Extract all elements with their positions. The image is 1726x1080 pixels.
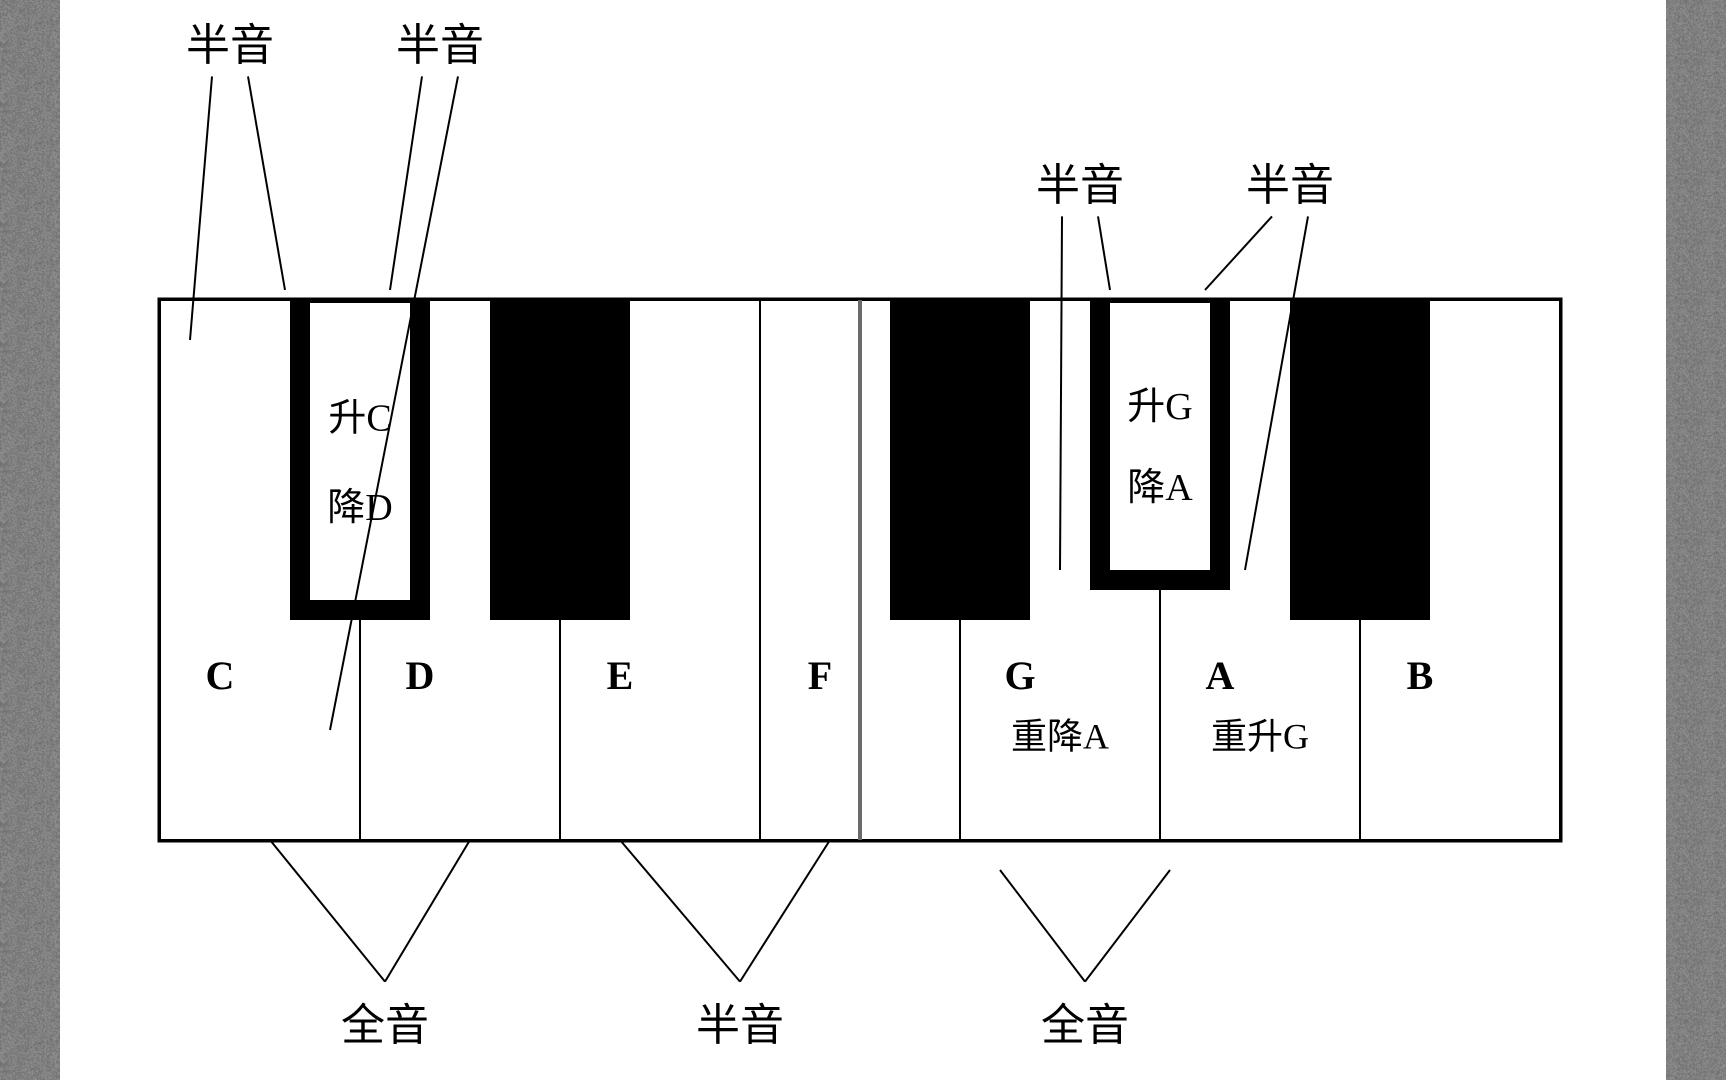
bottom-annotation-0: 全音	[341, 1001, 429, 1050]
white-key-label-C: C	[206, 653, 235, 698]
white-key-sublabel-A: 重升G	[1211, 716, 1309, 756]
white-key-sublabel-G: 重降A	[1011, 716, 1109, 756]
bottom-annotation-1: 半音	[696, 1001, 784, 1050]
top-annotation-1: 半音	[396, 21, 484, 70]
white-key-label-D: D	[406, 653, 435, 698]
black-key-F#	[890, 300, 1030, 620]
bottom-annotation-2: 全音	[1041, 1001, 1129, 1050]
right-margin	[1666, 0, 1726, 1080]
diagram-root: 升C降D升G降ACDEFG重降AA重升GB半音半音半音半音全音半音全音	[0, 0, 1726, 1080]
white-key-label-E: E	[607, 653, 634, 698]
content-frame: 升C降D升G降ACDEFG重降AA重升GB半音半音半音半音全音半音全音	[60, 0, 1666, 1080]
white-key-label-G: G	[1004, 653, 1035, 698]
white-key-label-A: A	[1206, 653, 1235, 698]
black-key-label-C#-2: 降D	[327, 487, 392, 529]
top-annotation-3: 半音	[1246, 161, 1334, 210]
top-annotation-2: 半音	[1036, 161, 1124, 210]
left-margin	[0, 0, 60, 1080]
black-key-A#	[1290, 300, 1430, 620]
black-key-G#-inner	[1110, 303, 1210, 570]
top-annotation-line-2-1	[1098, 216, 1110, 290]
black-key-C#-inner	[310, 303, 410, 600]
top-annotation-line-3-0	[1205, 216, 1272, 290]
top-annotation-0: 半音	[186, 21, 274, 70]
bottom-annotation-line-0-1	[385, 840, 470, 982]
black-key-label-G#-2: 降A	[1127, 467, 1193, 509]
black-key-D#	[490, 300, 630, 620]
bottom-annotation-line-2-0	[1000, 870, 1085, 982]
black-key-label-G#-1: 升G	[1127, 386, 1192, 428]
keyboard-diagram-svg: 升C降D升G降ACDEFG重降AA重升GB半音半音半音半音全音半音全音	[60, 0, 1666, 1080]
bottom-annotation-line-1-0	[620, 840, 740, 982]
bottom-annotation-line-0-0	[270, 840, 385, 982]
black-key-label-C#-1: 升C	[328, 397, 391, 439]
white-key-label-B: B	[1407, 653, 1434, 698]
bottom-annotation-line-1-1	[740, 840, 830, 982]
top-annotation-line-0-1	[248, 76, 285, 290]
top-annotation-line-1-0	[390, 76, 422, 290]
white-key-label-F: F	[808, 653, 832, 698]
bottom-annotation-line-2-1	[1085, 870, 1170, 982]
